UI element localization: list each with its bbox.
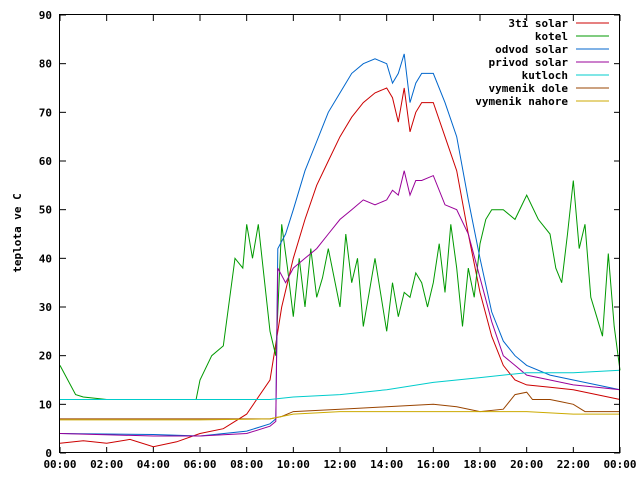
y-axis-label: teplota ve C	[11, 193, 24, 272]
y-tick-label: 10	[39, 398, 52, 411]
x-tick-label: 14:00	[370, 458, 403, 471]
series-line-kotel	[59, 180, 621, 400]
legend-label-odvod-solar: odvod solar	[495, 43, 568, 56]
series-line-kutloch	[60, 369, 621, 400]
y-tick-label: 30	[39, 301, 52, 314]
x-tick-label: 04:00	[137, 458, 170, 471]
y-tick-label: 20	[39, 350, 52, 363]
x-tick-label: 06:00	[183, 458, 216, 471]
y-tick-label: 80	[39, 58, 52, 71]
y-tick-label: 70	[39, 106, 52, 119]
series-line-vymenik-nahore	[60, 411, 620, 421]
x-tick-label: 00:00	[43, 458, 76, 471]
legend-label-kutloch: kutloch	[522, 69, 568, 82]
series-layer	[59, 53, 621, 448]
x-tick-label: 12:00	[323, 458, 356, 471]
series-line-odvod-solar	[59, 53, 621, 437]
x-tick-label: 20:00	[510, 458, 543, 471]
y-tick-label: 90	[39, 9, 52, 22]
x-tick-label: 08:00	[230, 458, 263, 471]
series-line-vymenik-dole	[60, 391, 620, 420]
legend-label-kotel: kotel	[535, 30, 568, 43]
x-tick-label: 18:00	[463, 458, 496, 471]
x-tick-label: 16:00	[417, 458, 450, 471]
x-tick-label: 22:00	[557, 458, 590, 471]
series-line-privod-solar	[59, 170, 621, 437]
series-line-3ti-solar	[59, 87, 621, 448]
legend-label-3ti-solar: 3ti solar	[508, 17, 568, 30]
y-tick-label: 50	[39, 204, 52, 217]
legend-label-vymenik-nahore: vymenik nahore	[475, 95, 568, 108]
legend-label-privod-solar: privod solar	[489, 56, 569, 69]
x-tick-label: 00:00	[603, 458, 636, 471]
legend-label-vymenik-dole: vymenik dole	[489, 82, 569, 95]
x-tick-label: 02:00	[90, 458, 123, 471]
y-tick-label: 0	[45, 447, 52, 460]
axes-layer: 00:00 02:00 04:00 06:00 08:00 10:00 12:00 14:00…	[39, 9, 637, 471]
y-tick-label: 40	[39, 252, 52, 265]
x-tick-label: 10:00	[277, 458, 310, 471]
y-tick-label: 60	[39, 155, 52, 168]
